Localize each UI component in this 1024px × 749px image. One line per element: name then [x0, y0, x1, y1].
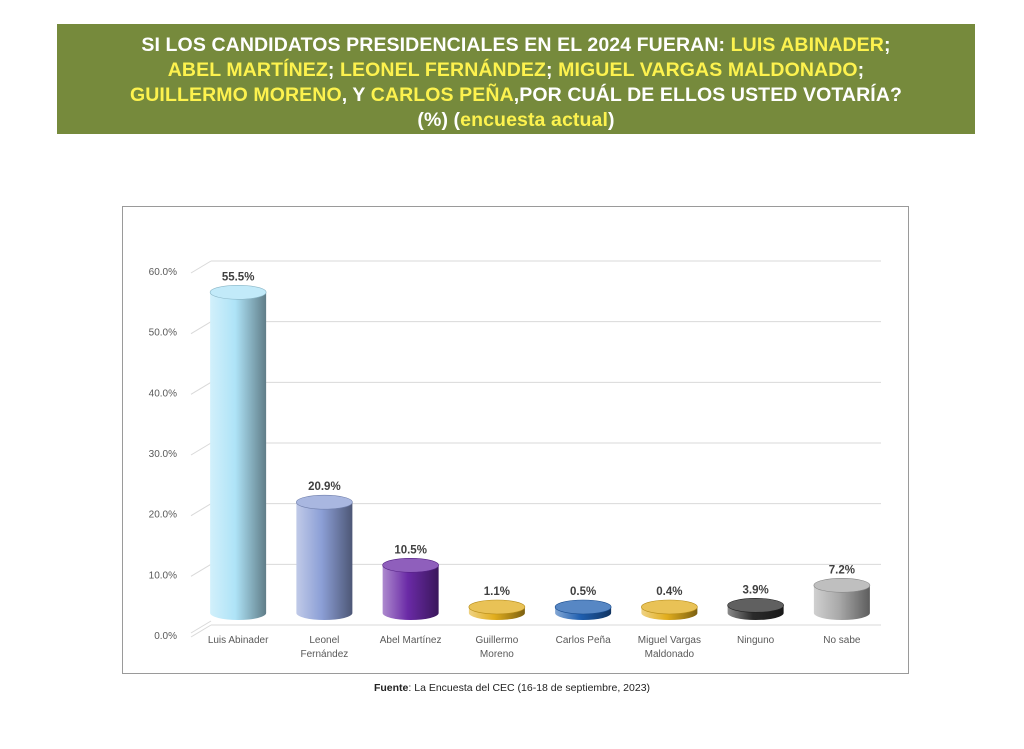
x-tick-label: Miguel Vargas — [638, 635, 701, 646]
bar-top — [727, 598, 784, 613]
data-label: 0.4% — [656, 586, 682, 598]
bar-group — [382, 557, 439, 620]
x-tick-label: Leonel — [309, 635, 339, 646]
gridline-depth — [190, 260, 212, 274]
title-line-1: SI LOS CANDIDATOS PRESIDENCIALES EN EL 2… — [141, 34, 891, 56]
y-tick-label: 20.0% — [149, 510, 177, 521]
data-label: 7.2% — [829, 564, 855, 576]
data-label: 3.9% — [743, 584, 769, 596]
x-tick-label: Luis Abinader — [208, 635, 269, 646]
data-label: 20.9% — [308, 481, 341, 493]
floor-edge — [190, 620, 212, 634]
y-tick-label: 60.0% — [149, 267, 177, 278]
bar-group — [813, 578, 871, 620]
title-line-4: (%) (encuesta actual) — [417, 109, 615, 131]
bar-top — [296, 494, 353, 510]
x-tick-label: Fernández — [300, 649, 348, 660]
title-line-2: ABEL MARTÍNEZ; LEONEL FERNÁNDEZ; MIGUEL … — [167, 59, 865, 81]
bar-group — [727, 598, 784, 620]
y-tick-label: 50.0% — [149, 328, 177, 339]
chart-frame: 0.0% 10.0% 20.0% 30.0% 40.0% 50.0% 60.0% 55.5% L… — [122, 206, 909, 674]
bar — [382, 565, 439, 620]
y-tick-label: 0.0% — [154, 631, 177, 642]
source-note: Fuente: La Encuesta del CEC (16-18 de se… — [373, 682, 651, 694]
gridline-depth — [190, 563, 212, 577]
bar-group — [209, 285, 267, 621]
data-label: 10.5% — [394, 544, 427, 556]
bar-top — [554, 599, 612, 615]
bar-top — [382, 557, 439, 573]
bar-group — [468, 599, 526, 620]
gridline-depth — [190, 442, 212, 456]
y-tick-label: 40.0% — [149, 388, 177, 399]
x-tick-label: Carlos Peña — [556, 635, 611, 646]
gridline-depth — [190, 321, 212, 335]
x-tick-label: Abel Martínez — [380, 635, 442, 646]
gridline-depth — [190, 381, 212, 395]
y-tick-label: 10.0% — [149, 570, 177, 581]
x-tick-label: Maldonado — [645, 649, 695, 660]
bar-group — [554, 599, 612, 620]
bar-chart: 0.0% 10.0% 20.0% 30.0% 40.0% 50.0% 60.0% 55.5% L… — [149, 260, 881, 660]
x-tick-label: No sabe — [823, 635, 861, 646]
chart-title-banner: SI LOS CANDIDATOS PRESIDENCIALES EN EL 2… — [57, 24, 975, 134]
bar-group — [641, 599, 698, 620]
data-label: 0.5% — [570, 586, 596, 598]
x-tick-label: Ninguno — [737, 635, 775, 646]
bar-top — [209, 285, 267, 300]
bar — [210, 292, 267, 621]
bar-top — [813, 578, 871, 593]
bar-top — [641, 599, 698, 615]
bar — [813, 585, 870, 620]
bar — [296, 502, 353, 620]
gridline-depth — [190, 503, 212, 517]
x-tick-label: Moreno — [480, 649, 514, 660]
x-tick-label: Guillermo — [475, 635, 518, 646]
data-label: 1.1% — [484, 586, 510, 598]
gridline-depth — [190, 624, 212, 638]
data-label: 55.5% — [222, 271, 255, 283]
y-tick-label: 30.0% — [149, 449, 177, 460]
bar-group — [296, 494, 353, 620]
title-line-3: GUILLERMO MORENO, Y CARLOS PEÑA,POR CUÁL… — [129, 84, 903, 106]
bar-top — [468, 599, 526, 615]
